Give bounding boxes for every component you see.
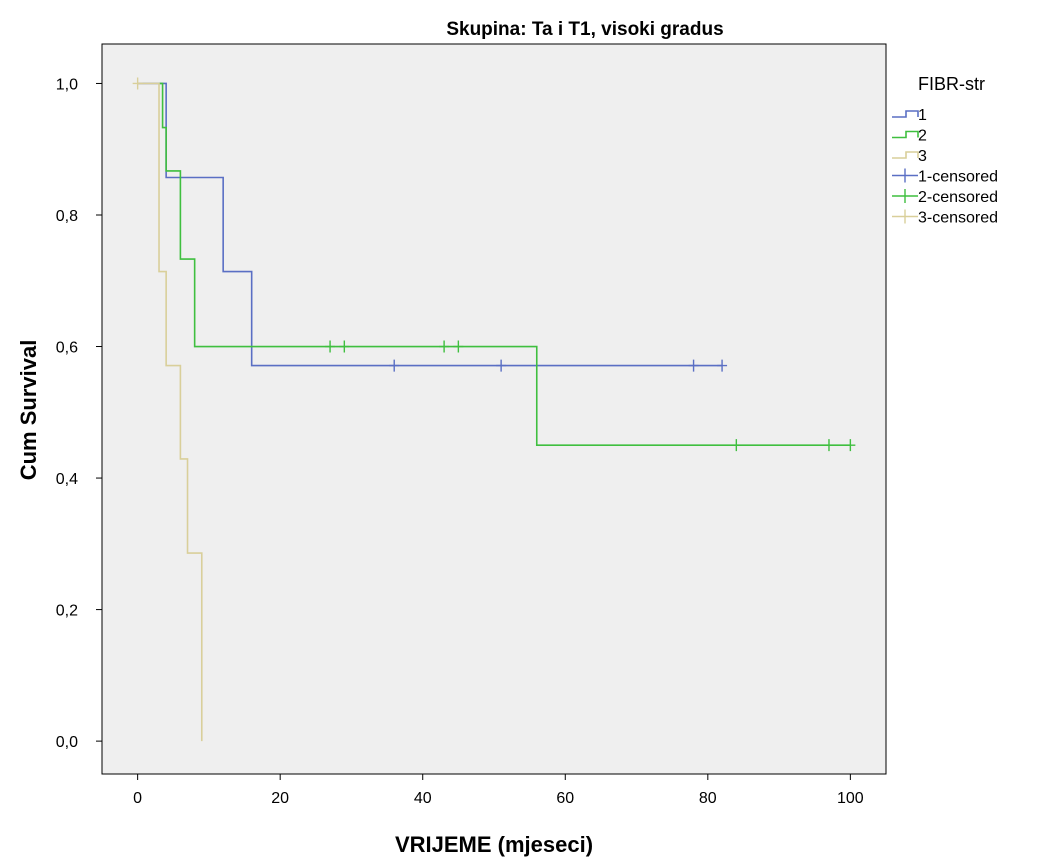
legend-swatch (892, 110, 919, 118)
series-line-2 (159, 82, 851, 446)
legend-item: 3 (892, 148, 927, 165)
legend-label: 2 (918, 128, 927, 145)
censor-mark-2 (731, 439, 742, 452)
series-line-3 (137, 82, 203, 742)
censor-mark-2 (339, 340, 350, 353)
censor-mark-1 (389, 359, 400, 372)
legend-item: 2-censored (892, 189, 998, 206)
legend-label: 1 (918, 107, 927, 124)
series-layer (132, 77, 856, 742)
legend-swatch (892, 151, 919, 159)
x-tick-label: 80 (699, 790, 717, 807)
x-tick-label: 60 (556, 790, 574, 807)
legend-item: 1-censored (892, 168, 998, 186)
y-tick-label: 0,8 (56, 208, 78, 225)
legend-item: 3-censored (892, 209, 998, 227)
legend: FIBR-str 1 2 3 1-censored 2-censored 3-censor… (892, 74, 998, 227)
x-tick-label: 40 (414, 790, 432, 807)
legend-label: 3 (918, 148, 927, 165)
legend-title: FIBR-str (918, 74, 985, 94)
y-axis-label: Cum Survival (16, 340, 41, 481)
x-axis-label: VRIJEME (mjeseci) (395, 832, 593, 857)
series-line-1 (137, 82, 723, 367)
censor-mark-2 (453, 340, 464, 353)
y-tick-label: 0,6 (56, 340, 78, 357)
axes: 0 20 40 60 80 100 0,0 0,2 0,4 0,6 0,8 1,0 (56, 76, 864, 807)
legend-item: 1 (892, 107, 927, 124)
x-tick-label: 100 (837, 790, 864, 807)
censor-mark-1 (688, 359, 699, 372)
x-tick-label: 20 (271, 790, 289, 807)
chart-title: Skupina: Ta i T1, visoki gradus (446, 19, 723, 40)
legend-swatch (892, 209, 918, 224)
x-tick-label: 0 (133, 790, 142, 807)
censor-mark-3 (132, 77, 143, 90)
legend-label: 2-censored (918, 189, 998, 206)
legend-label: 3-censored (918, 210, 998, 227)
legend-label: 1-censored (918, 169, 998, 186)
censor-mark-2 (439, 340, 450, 353)
censor-mark-2 (823, 439, 834, 452)
y-tick-label: 0,0 (56, 734, 78, 751)
censor-mark-1 (717, 359, 728, 372)
y-tick-label: 0,4 (56, 471, 78, 488)
legend-item: 2 (892, 128, 927, 145)
y-tick-label: 0,2 (56, 603, 78, 620)
plot-area (101, 43, 887, 775)
censor-mark-2 (845, 439, 856, 452)
censor-mark-2 (325, 340, 336, 353)
censor-mark-1 (496, 359, 507, 372)
legend-swatch (892, 189, 918, 203)
legend-swatch (892, 130, 919, 139)
legend-swatch (892, 168, 918, 183)
y-tick-label: 1,0 (56, 76, 78, 93)
